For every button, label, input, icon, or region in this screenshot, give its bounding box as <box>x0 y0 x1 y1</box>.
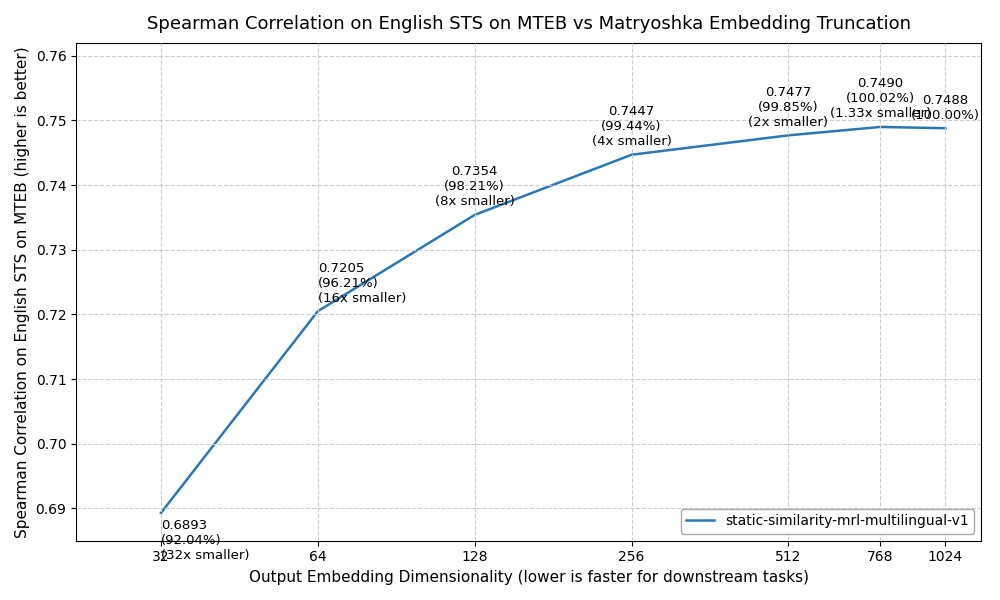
static-similarity-mrl-multilingual-v1 <box>626 151 638 158</box>
Text: 0.7205
(96.21%)
(16x smaller): 0.7205 (96.21%) (16x smaller) <box>318 262 406 305</box>
Y-axis label: Spearman Correlation on English STS on MTEB (higher is better): Spearman Correlation on English STS on M… <box>15 46 30 538</box>
Text: 0.7477
(99.85%)
(2x smaller): 0.7477 (99.85%) (2x smaller) <box>748 86 828 129</box>
X-axis label: Output Embedding Dimensionality (lower is faster for downstream tasks): Output Embedding Dimensionality (lower i… <box>249 570 809 585</box>
static-similarity-mrl-multilingual-v1 <box>874 124 886 131</box>
Text: 0.7490
(100.02%)
(1.33x smaller): 0.7490 (100.02%) (1.33x smaller) <box>830 77 931 121</box>
Legend: static-similarity-mrl-multilingual-v1: static-similarity-mrl-multilingual-v1 <box>681 509 974 534</box>
Text: 0.7354
(98.21%)
(8x smaller): 0.7354 (98.21%) (8x smaller) <box>435 166 515 208</box>
Text: 0.7488
(100.00%): 0.7488 (100.00%) <box>911 94 980 122</box>
static-similarity-mrl-multilingual-v1 <box>312 308 324 315</box>
static-similarity-mrl-multilingual-v1 <box>939 125 951 132</box>
Title: Spearman Correlation on English STS on MTEB vs Matryoshka Embedding Truncation: Spearman Correlation on English STS on M… <box>147 15 911 33</box>
Line: static-similarity-mrl-multilingual-v1: static-similarity-mrl-multilingual-v1 <box>161 127 945 513</box>
static-similarity-mrl-multilingual-v1 <box>782 132 794 139</box>
static-similarity-mrl-multilingual-v1 <box>469 211 481 218</box>
static-similarity-mrl-multilingual-v1 <box>155 509 167 517</box>
Text: 0.6893
(92.04%)
(32x smaller): 0.6893 (92.04%) (32x smaller) <box>161 520 249 562</box>
Text: 0.7447
(99.44%)
(4x smaller): 0.7447 (99.44%) (4x smaller) <box>592 105 672 148</box>
